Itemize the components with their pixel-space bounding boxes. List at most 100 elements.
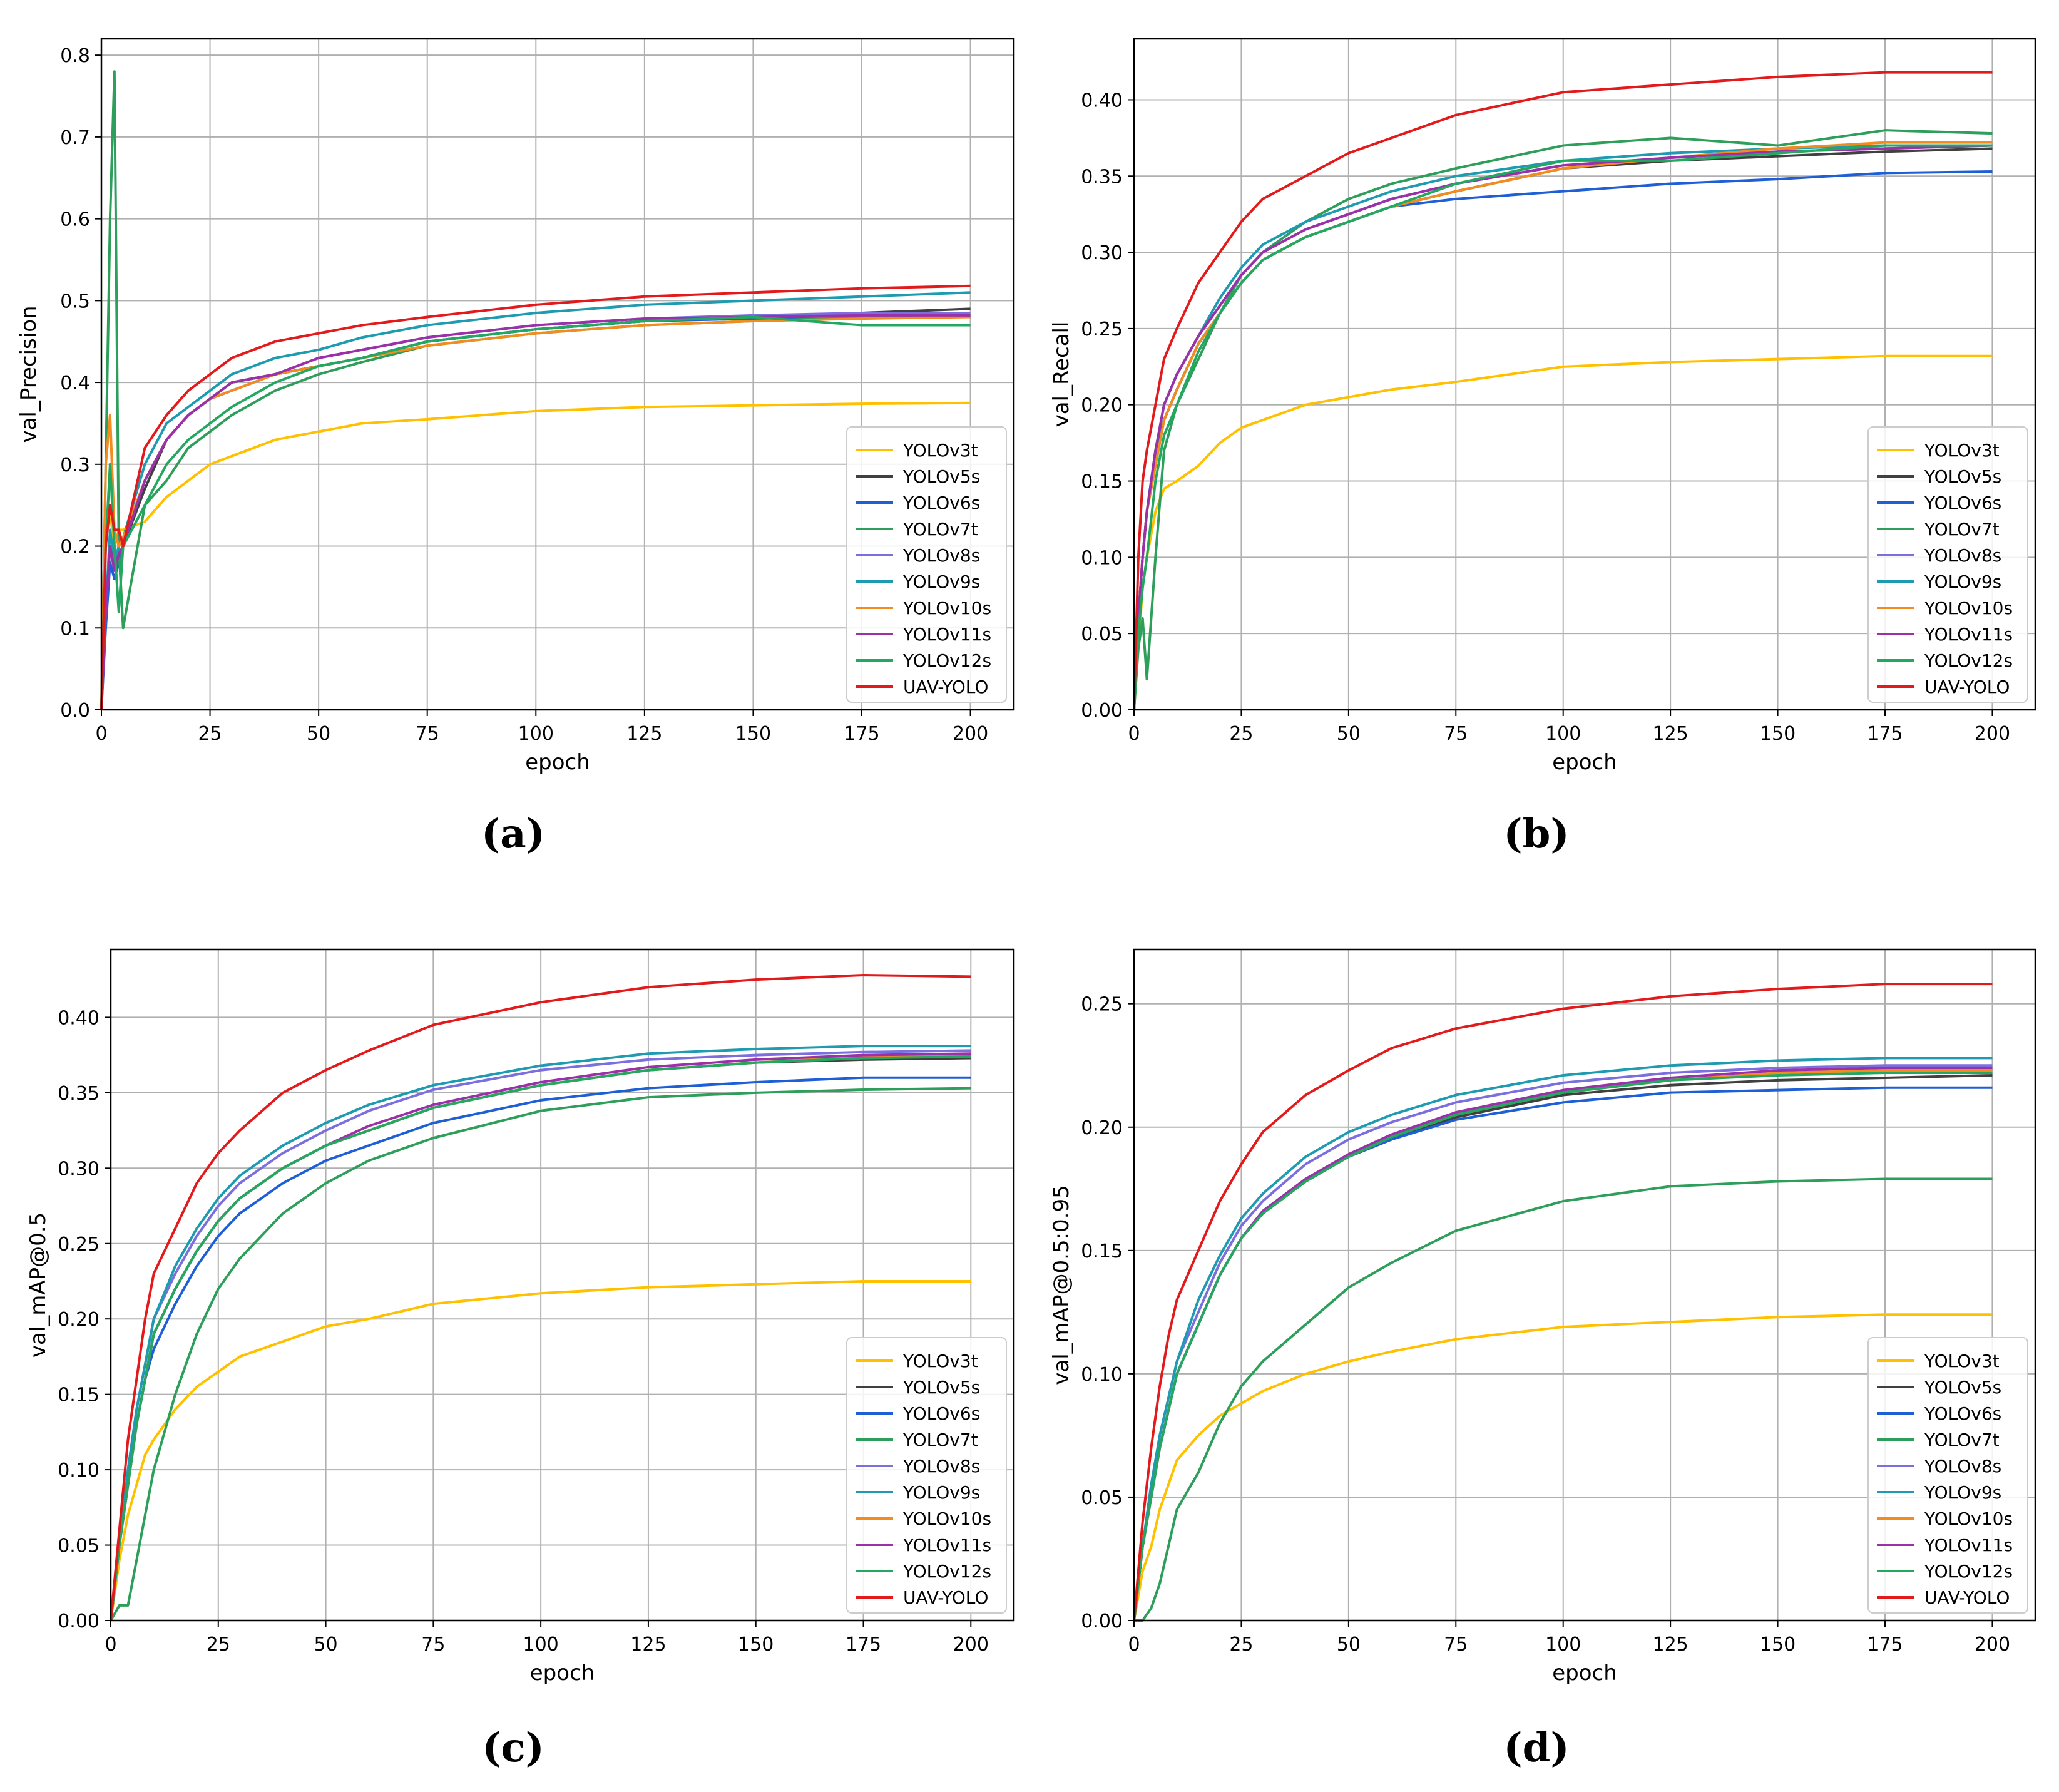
y-tick-label: 0.35 <box>58 1083 100 1105</box>
x-tick-label: 0 <box>95 723 107 745</box>
y-tick-label: 0.00 <box>1081 700 1123 722</box>
y-tick-label: 0.25 <box>1081 319 1123 340</box>
y-tick-label: 0.4 <box>60 372 90 394</box>
legend-label-yolov12s: YOLOv12s <box>902 650 991 671</box>
x-tick-label: 100 <box>1545 723 1581 745</box>
legend-label-yolov5s: YOLOv5s <box>902 466 980 487</box>
x-tick-label: 175 <box>1867 1634 1903 1656</box>
y-tick-label: 0.7 <box>60 127 90 149</box>
x-tick-label: 75 <box>1444 723 1468 745</box>
legend-label-yolov6s: YOLOv6s <box>1924 493 2001 513</box>
x-axis-label: epoch <box>525 750 590 775</box>
chart-b: 0 25 50 75 100 125 150 175 200 0.00 0.05 0.10 0.15 0.… <box>1049 38 2036 775</box>
y-axis-label: val_Precision <box>16 305 41 443</box>
legend-label-yolov10s: YOLOv10s <box>902 1508 991 1529</box>
legend: YOLOv3t YOLOv5s YOLOv6s YOLOv7t YOLOv8s YOLOv… <box>846 426 1007 703</box>
x-tick-label: 100 <box>1545 1634 1581 1656</box>
legend-label-yolov3t: YOLOv3t <box>902 440 978 461</box>
x-tick-label: 200 <box>953 1634 989 1656</box>
x-tick-label: 75 <box>416 723 439 745</box>
x-tick-label: 50 <box>314 1634 337 1656</box>
y-tick-label: 0.8 <box>60 45 90 67</box>
legend-label-yolov12s: YOLOv12s <box>1924 650 2013 671</box>
series-line-yolov12s <box>110 1055 971 1621</box>
legend-label-yolov5s: YOLOv5s <box>902 1377 980 1398</box>
x-axis-label: epoch <box>1552 750 1617 775</box>
x-tick-label: 150 <box>738 1634 774 1656</box>
series-group <box>110 973 971 1621</box>
y-tick-label: 0.1 <box>60 618 90 640</box>
legend-label-yolov5s: YOLOv5s <box>1924 466 2001 487</box>
legend-label-yolov8s: YOLOv8s <box>902 545 980 566</box>
x-tick-label: 50 <box>1337 723 1361 745</box>
y-tick-label: 0.25 <box>1081 994 1123 1016</box>
y-tick-label: 0.00 <box>58 1610 100 1632</box>
x-axis-label: epoch <box>530 1661 595 1686</box>
legend-label-yolov11s: YOLOv11s <box>1924 624 2013 645</box>
x-tick-label: 175 <box>844 723 879 745</box>
caption-a: (a) <box>481 811 546 858</box>
plot-frame <box>100 38 1015 711</box>
series-group <box>1133 983 1993 1622</box>
y-tick-label: 0.15 <box>1081 471 1123 493</box>
legend-label-yolov11s: YOLOv11s <box>902 624 991 645</box>
legend-label-yolov12s: YOLOv12s <box>1924 1561 2013 1582</box>
caption-c: (c) <box>482 1724 544 1771</box>
x-axis-label: epoch <box>1552 1661 1617 1686</box>
y-tick-label: 0.20 <box>58 1309 100 1331</box>
y-tick-label: 0.15 <box>1081 1241 1123 1262</box>
y-axis-label: val_Recall <box>1049 322 1074 428</box>
legend-label-yolov6s: YOLOv6s <box>1924 1403 2001 1424</box>
series-group <box>100 70 971 710</box>
series-line-yolov10s <box>100 315 971 710</box>
legend-label-yolov9s: YOLOv9s <box>1924 1482 2001 1503</box>
legend-label-yolov3t: YOLOv3t <box>1924 440 2000 461</box>
legend-label-yolov11s: YOLOv11s <box>902 1535 991 1555</box>
y-tick-label: 0.10 <box>1081 547 1123 569</box>
plot-frame <box>1133 38 2036 711</box>
chart-d: 0 25 50 75 100 125 150 175 200 0.00 0.05 0.10 0.15 0.… <box>1049 948 2036 1686</box>
y-tick-label: 0.30 <box>58 1158 100 1180</box>
y-axis-label: val_mAP@0.5 <box>26 1212 51 1358</box>
y-tick-label: 0.30 <box>1081 242 1123 264</box>
legend-label-yolov8s: YOLOv8s <box>902 1456 980 1477</box>
x-tick-label: 125 <box>1653 723 1689 745</box>
legend-label-yolov7t: YOLOv7t <box>902 519 978 540</box>
legend: YOLOv3t YOLOv5s YOLOv6s YOLOv7t YOLOv8s YOLOv… <box>846 1337 1007 1614</box>
series-line-yolov11s <box>1133 144 1993 710</box>
y-tick-label: 0.05 <box>1081 623 1123 645</box>
legend-label-uav-yolo: UAV-YOLO <box>903 1587 988 1608</box>
y-tick-label: 0.05 <box>1081 1487 1123 1509</box>
legend-label-yolov3t: YOLOv3t <box>1924 1351 2000 1371</box>
legend-label-yolov6s: YOLOv6s <box>902 1403 980 1424</box>
y-tick-label: 0.25 <box>58 1234 100 1256</box>
legend: YOLOv3t YOLOv5s YOLOv6s YOLOv7t YOLOv8s YOLOv… <box>1867 1337 2028 1614</box>
x-tick-label: 200 <box>1975 723 2010 745</box>
x-tick-label: 25 <box>1229 1634 1253 1656</box>
caption-b: (b) <box>1503 811 1570 858</box>
plot-frame <box>1133 948 2036 1622</box>
x-tick-label: 0 <box>105 1634 116 1656</box>
x-tick-label: 25 <box>207 1634 230 1656</box>
series-line-uav-yolo <box>1133 983 1993 1621</box>
series-line-yolov7t <box>1134 1177 1993 1622</box>
series-line-yolov9s <box>110 1045 971 1621</box>
series-line-uav-yolo <box>100 284 971 710</box>
y-axis-label: val_mAP@0.5:0.95 <box>1049 1185 1074 1385</box>
legend-label-yolov6s: YOLOv6s <box>902 493 980 513</box>
legend-label-uav-yolo: UAV-YOLO <box>1924 677 2010 697</box>
legend-label-yolov3t: YOLOv3t <box>902 1351 978 1371</box>
y-tick-label: 0.05 <box>58 1535 100 1557</box>
legend-label-yolov9s: YOLOv9s <box>902 1482 980 1503</box>
legend-label-yolov10s: YOLOv10s <box>1924 1508 2013 1529</box>
chart-c: 0 25 50 75 100 125 150 175 200 0.00 0.05 0.10 0.15 0.… <box>26 948 1015 1686</box>
y-tick-label: 0.10 <box>58 1460 100 1482</box>
chart-a: 0 25 50 75 100 125 150 175 200 0.0 0.1 0.2 0.3 0.4 0.5… <box>16 38 1015 775</box>
legend-label-yolov11s: YOLOv11s <box>1924 1535 2013 1555</box>
legend-label-yolov7t: YOLOv7t <box>1924 1430 2000 1450</box>
series-line-yolov3t <box>1133 1313 1993 1621</box>
series-line-yolov9s <box>1133 1057 1993 1621</box>
y-tick-label: 0.10 <box>1081 1364 1123 1386</box>
x-tick-label: 125 <box>630 1634 666 1656</box>
